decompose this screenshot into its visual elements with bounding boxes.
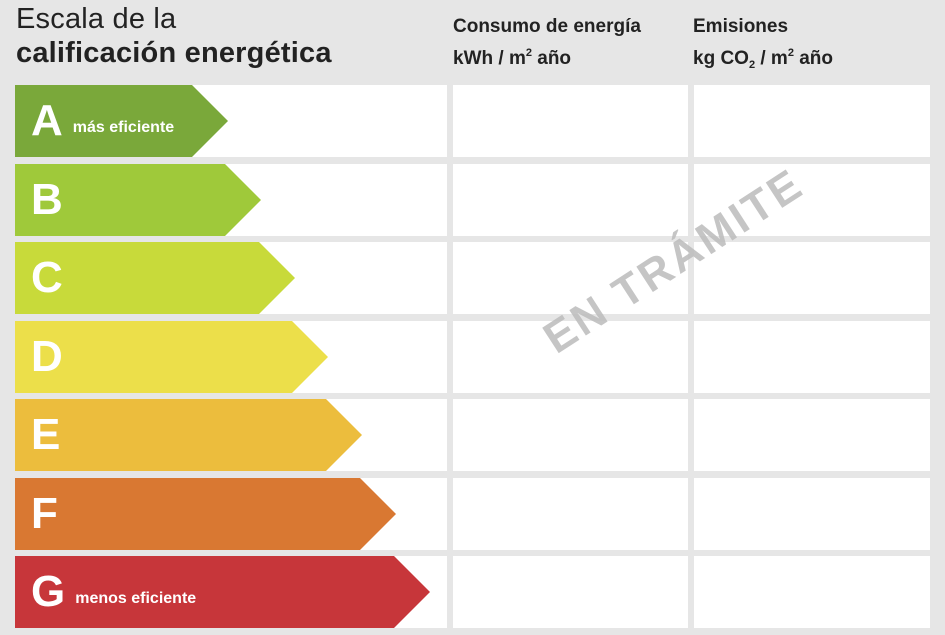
rating-table: A más eficiente B C D E (15, 85, 930, 635)
rating-letter: G (31, 567, 66, 616)
emissions-header-label: Emisiones (693, 16, 789, 37)
emissions-header-unit: kg CO2 / m2 año (693, 47, 833, 71)
emissions-value-cell (694, 399, 930, 471)
rating-letter: A (31, 96, 63, 145)
energy-value-cell (453, 477, 688, 550)
rating-arrow-f (15, 477, 396, 550)
energy-header-unit: kWh / m2 año (453, 47, 572, 69)
emissions-value-cell (694, 477, 930, 550)
energy-header-label: Consumo de energía (453, 16, 641, 37)
rating-arrow-a (15, 85, 228, 157)
rating-label-b: B (15, 164, 63, 236)
energy-value-cell (453, 320, 688, 393)
rating-row-b: B (15, 163, 930, 236)
rating-arrow-b (15, 163, 261, 236)
rating-label-a: A más eficiente (15, 85, 174, 157)
rating-row-g: G menos eficiente (15, 556, 930, 628)
rating-arrow-g (15, 556, 430, 628)
rating-letter: C (31, 253, 63, 302)
emissions-column-header: Emisiones kg CO2 / m2 año (693, 14, 833, 78)
rating-arrow-d (15, 320, 328, 393)
rating-row-a: A más eficiente (15, 85, 930, 157)
emissions-value-cell (694, 163, 930, 236)
rating-row-d: D (15, 320, 930, 393)
emissions-value-cell (694, 556, 930, 628)
emissions-value-cell (694, 242, 930, 314)
page-title: Escala de la calificación energética (16, 2, 332, 70)
title-line-2: calificación energética (16, 37, 332, 69)
rating-label-f: F (15, 478, 58, 550)
rating-label-g: G menos eficiente (15, 556, 196, 628)
rating-note: más eficiente (72, 119, 175, 136)
rating-arrow-e (15, 399, 362, 471)
rating-letter: E (31, 410, 61, 459)
rating-label-e: E (15, 399, 60, 471)
rating-letter: B (31, 174, 63, 224)
rating-label-d: D (15, 321, 63, 393)
rating-row-c: C (15, 242, 930, 314)
energy-value-cell (453, 556, 688, 628)
energy-value-cell (453, 85, 688, 157)
rating-letter: D (31, 331, 63, 381)
emissions-value-cell (694, 320, 930, 393)
energy-value-cell (453, 242, 688, 314)
emissions-value-cell (694, 85, 930, 157)
rating-row-f: F (15, 477, 930, 550)
energy-value-cell (453, 163, 688, 236)
rating-label-c: C (15, 242, 63, 314)
rating-row-e: E (15, 399, 930, 471)
energy-value-cell (453, 399, 688, 471)
rating-note: menos eficiente (75, 590, 197, 607)
energy-column-header: Consumo de energía kWh / m2 año (453, 14, 641, 72)
title-line-1: Escala de la (16, 3, 177, 35)
rating-arrow-c (15, 242, 295, 314)
rating-letter: F (31, 488, 58, 538)
